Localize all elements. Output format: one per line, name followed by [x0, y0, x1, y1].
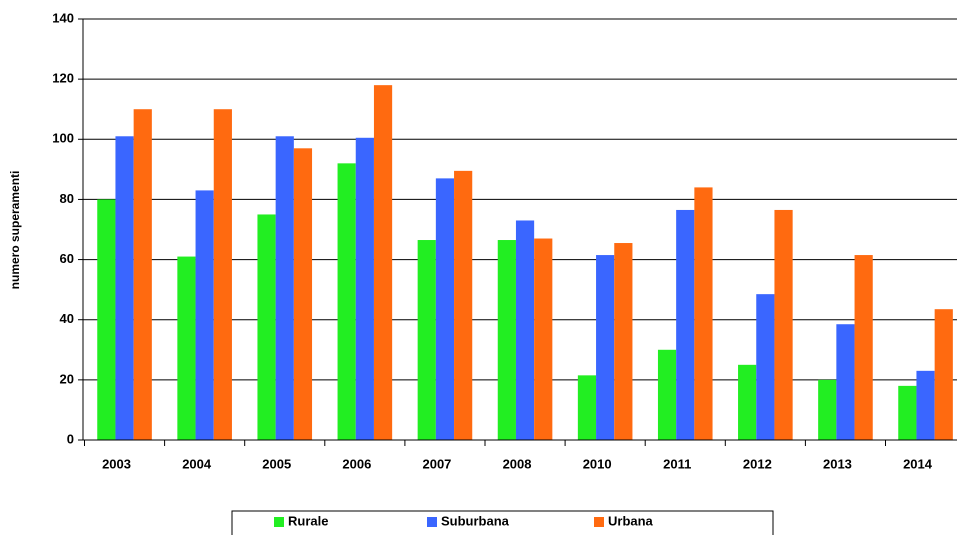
bar [934, 309, 953, 440]
bar [97, 199, 116, 440]
bar [454, 170, 473, 440]
y-axis-label: numero superamenti [8, 171, 22, 290]
y-tick-label: 120 [52, 71, 74, 86]
bar [133, 109, 152, 440]
y-tick-label: 0 [67, 431, 74, 446]
x-tick-label: 2008 [503, 456, 532, 471]
x-tick-label: 2006 [342, 456, 371, 471]
y-tick-label: 60 [60, 251, 74, 266]
bar [275, 136, 294, 440]
bar [337, 163, 356, 441]
y-tick-label: 40 [60, 311, 74, 326]
bar [417, 240, 436, 440]
bar [534, 238, 553, 440]
bar [818, 379, 837, 440]
bar [756, 294, 775, 440]
x-tick-label: 2014 [903, 456, 933, 471]
bar [293, 148, 313, 441]
y-tick-label: 140 [52, 10, 74, 25]
bar [355, 137, 374, 440]
legend-swatch [274, 517, 284, 527]
bar [435, 178, 455, 440]
bar [577, 375, 597, 440]
bar [916, 370, 935, 440]
bar [774, 209, 793, 440]
bar [213, 109, 232, 440]
legend-label: Rurale [288, 513, 328, 528]
bar [497, 240, 516, 440]
bar [836, 324, 855, 440]
legend-label: Urbana [608, 513, 654, 528]
y-tick-label: 20 [60, 371, 74, 386]
x-tick-label: 2013 [823, 456, 852, 471]
legend-box [231, 510, 774, 535]
legend-swatch [594, 517, 604, 527]
y-tick-label: 100 [52, 131, 74, 146]
bar [115, 136, 134, 440]
legend-label: Suburbana [441, 513, 510, 528]
x-tick-label: 2005 [262, 456, 291, 471]
x-tick-label: 2003 [102, 456, 131, 471]
bar [614, 243, 633, 440]
bar [854, 255, 873, 440]
x-tick-label: 2011 [663, 456, 691, 471]
y-tick-label: 80 [60, 191, 74, 206]
x-tick-label: 2010 [583, 456, 612, 471]
bar [257, 214, 276, 440]
bar [195, 190, 214, 440]
bar [694, 187, 713, 440]
x-tick-label: 2004 [182, 456, 212, 471]
bar [898, 385, 917, 440]
bar [177, 256, 196, 440]
bar [657, 349, 677, 440]
x-tick-label: 2012 [743, 456, 772, 471]
bar [373, 85, 393, 441]
bar [596, 255, 615, 440]
bar [738, 364, 757, 440]
bar [676, 209, 695, 440]
bar [515, 220, 535, 440]
legend-swatch [427, 517, 437, 527]
x-tick-label: 2007 [422, 456, 451, 471]
